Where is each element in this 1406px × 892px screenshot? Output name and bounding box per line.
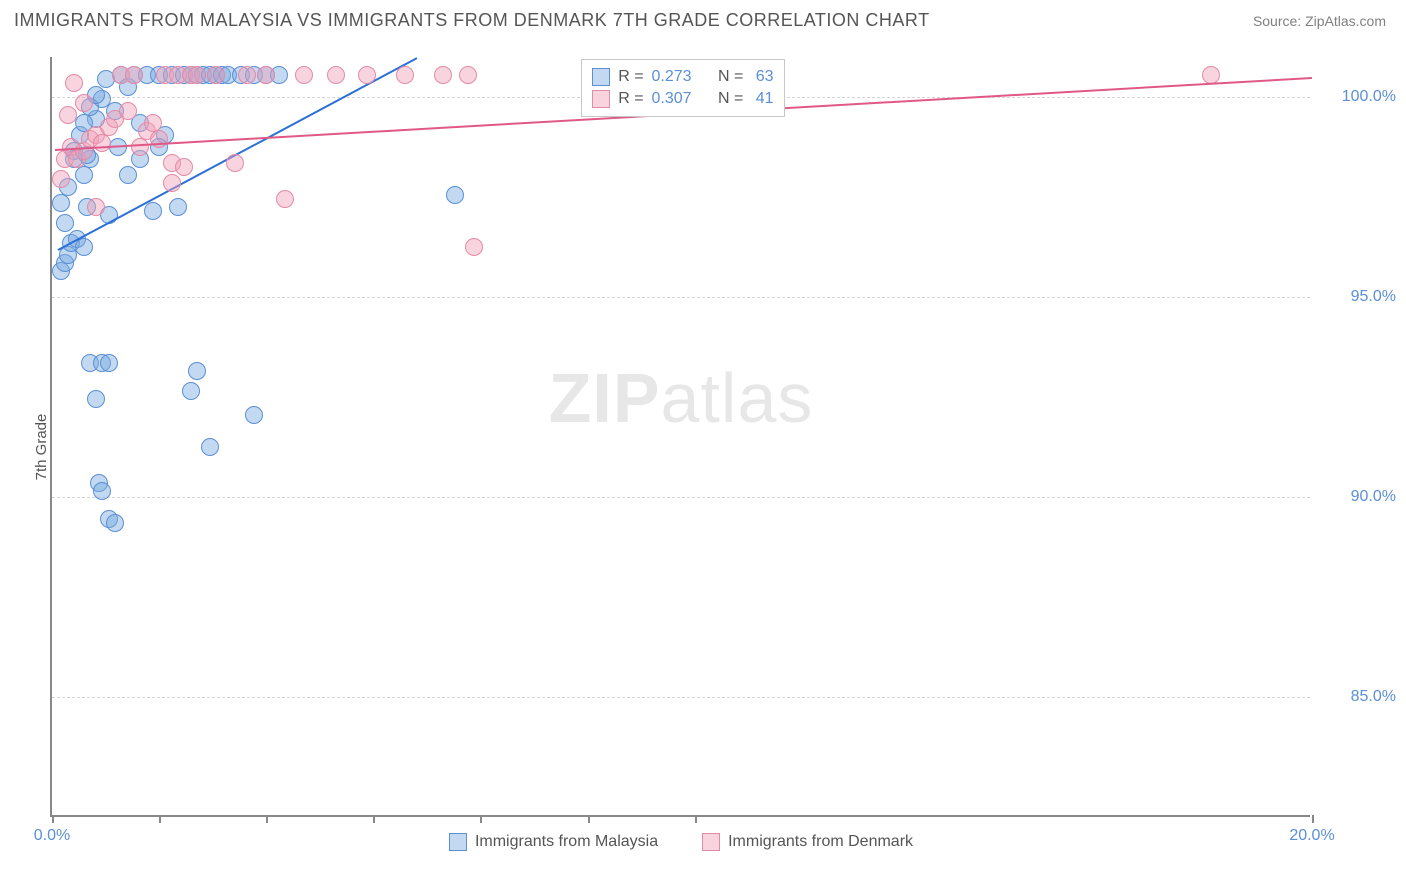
data-point <box>52 170 70 188</box>
data-point <box>87 390 105 408</box>
data-point <box>163 174 181 192</box>
data-point <box>100 354 118 372</box>
data-point <box>175 158 193 176</box>
x-tick <box>52 815 54 823</box>
data-point <box>75 166 93 184</box>
scatter-plot: ZIPatlas 85.0%90.0%95.0%100.0%0.0%20.0%R… <box>50 57 1310 817</box>
x-tick <box>1312 815 1314 823</box>
legend-item: Immigrants from Denmark <box>702 833 913 851</box>
gridline <box>52 297 1310 298</box>
data-point <box>257 66 275 84</box>
data-point <box>56 214 74 232</box>
data-point <box>106 514 124 532</box>
data-point <box>93 134 111 152</box>
y-tick-label: 95.0% <box>1320 288 1396 306</box>
watermark-bold: ZIP <box>549 359 661 437</box>
x-tick <box>159 815 161 823</box>
data-point <box>188 66 206 84</box>
data-point <box>75 94 93 112</box>
data-point <box>207 66 225 84</box>
correlation-legend: R = 0.273 N = 63 R = 0.307 N = 41 <box>581 59 784 117</box>
data-point <box>465 238 483 256</box>
source-label: Source: ZipAtlas.com <box>1253 13 1386 29</box>
legend-item: Immigrants from Malaysia <box>449 833 658 851</box>
data-point <box>119 166 137 184</box>
data-point <box>188 362 206 380</box>
data-point <box>52 194 70 212</box>
r-value: 0.273 <box>652 68 706 86</box>
watermark: ZIPatlas <box>549 358 814 438</box>
legend-row: R = 0.273 N = 63 <box>592 66 773 88</box>
data-point <box>65 74 83 92</box>
data-point <box>169 198 187 216</box>
n-value: 63 <box>751 68 773 86</box>
x-tick <box>588 815 590 823</box>
legend-swatch <box>592 90 610 108</box>
r-label: R = <box>618 90 643 108</box>
n-label: N = <box>714 90 744 108</box>
y-axis-label: 7th Grade <box>33 414 50 481</box>
data-point <box>182 382 200 400</box>
chart-title: IMMIGRANTS FROM MALAYSIA VS IMMIGRANTS F… <box>14 10 930 31</box>
x-tick <box>695 815 697 823</box>
data-point <box>295 66 313 84</box>
data-point <box>125 66 143 84</box>
gridline <box>52 697 1310 698</box>
legend-swatch <box>449 833 467 851</box>
data-point <box>245 406 263 424</box>
x-tick <box>373 815 375 823</box>
data-point <box>238 66 256 84</box>
data-point <box>276 190 294 208</box>
data-point <box>144 202 162 220</box>
legend-swatch <box>592 68 610 86</box>
plot-container: 7th Grade ZIPatlas 85.0%90.0%95.0%100.0%… <box>0 37 1406 857</box>
data-point <box>396 66 414 84</box>
gridline <box>52 497 1310 498</box>
n-label: N = <box>714 68 744 86</box>
n-value: 41 <box>751 90 773 108</box>
data-point <box>131 138 149 156</box>
data-point <box>201 438 219 456</box>
r-value: 0.307 <box>652 90 706 108</box>
data-point <box>93 482 111 500</box>
data-point <box>226 154 244 172</box>
data-point <box>327 66 345 84</box>
data-point <box>434 66 452 84</box>
y-tick-label: 90.0% <box>1320 488 1396 506</box>
data-point <box>119 102 137 120</box>
data-point <box>446 186 464 204</box>
data-point <box>1202 66 1220 84</box>
x-tick <box>266 815 268 823</box>
data-point <box>459 66 477 84</box>
legend-row: R = 0.307 N = 41 <box>592 88 773 110</box>
legend-label: Immigrants from Malaysia <box>475 833 658 851</box>
y-tick-label: 100.0% <box>1320 88 1396 106</box>
data-point <box>87 198 105 216</box>
watermark-light: atlas <box>661 359 814 437</box>
series-legend: Immigrants from Malaysia Immigrants from … <box>52 833 1310 851</box>
data-point <box>59 106 77 124</box>
legend-swatch <box>702 833 720 851</box>
r-label: R = <box>618 68 643 86</box>
y-tick-label: 85.0% <box>1320 688 1396 706</box>
legend-label: Immigrants from Denmark <box>728 833 913 851</box>
chart-header: IMMIGRANTS FROM MALAYSIA VS IMMIGRANTS F… <box>0 0 1406 37</box>
data-point <box>358 66 376 84</box>
x-tick <box>480 815 482 823</box>
